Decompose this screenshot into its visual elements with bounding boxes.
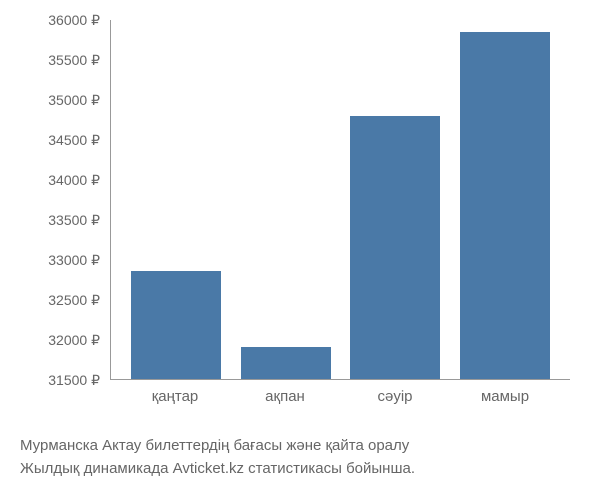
- caption: Мурманска Актау билеттердің бағасы және …: [20, 435, 580, 480]
- x-label: ақпан: [240, 388, 330, 405]
- caption-line2: Жылдық динамикада Avticket.kz статистика…: [20, 458, 580, 481]
- x-label: мамыр: [460, 388, 550, 405]
- bars-container: [111, 20, 570, 379]
- bar-may: [460, 32, 550, 379]
- x-axis: қаңтар ақпан сәуір мамыр: [110, 388, 570, 405]
- plot-area: [110, 20, 570, 380]
- x-label: қаңтар: [130, 388, 220, 405]
- bar-feb: [241, 347, 331, 379]
- price-chart: 36000 ₽ 35500 ₽ 35000 ₽ 34500 ₽ 34000 ₽ …: [20, 20, 580, 420]
- bar-apr: [350, 116, 440, 379]
- bar-jan: [131, 271, 221, 379]
- x-label: сәуір: [350, 388, 440, 405]
- y-axis: 36000 ₽ 35500 ₽ 35000 ₽ 34500 ₽ 34000 ₽ …: [20, 20, 100, 380]
- caption-line1: Мурманска Актау билеттердің бағасы және …: [20, 435, 580, 458]
